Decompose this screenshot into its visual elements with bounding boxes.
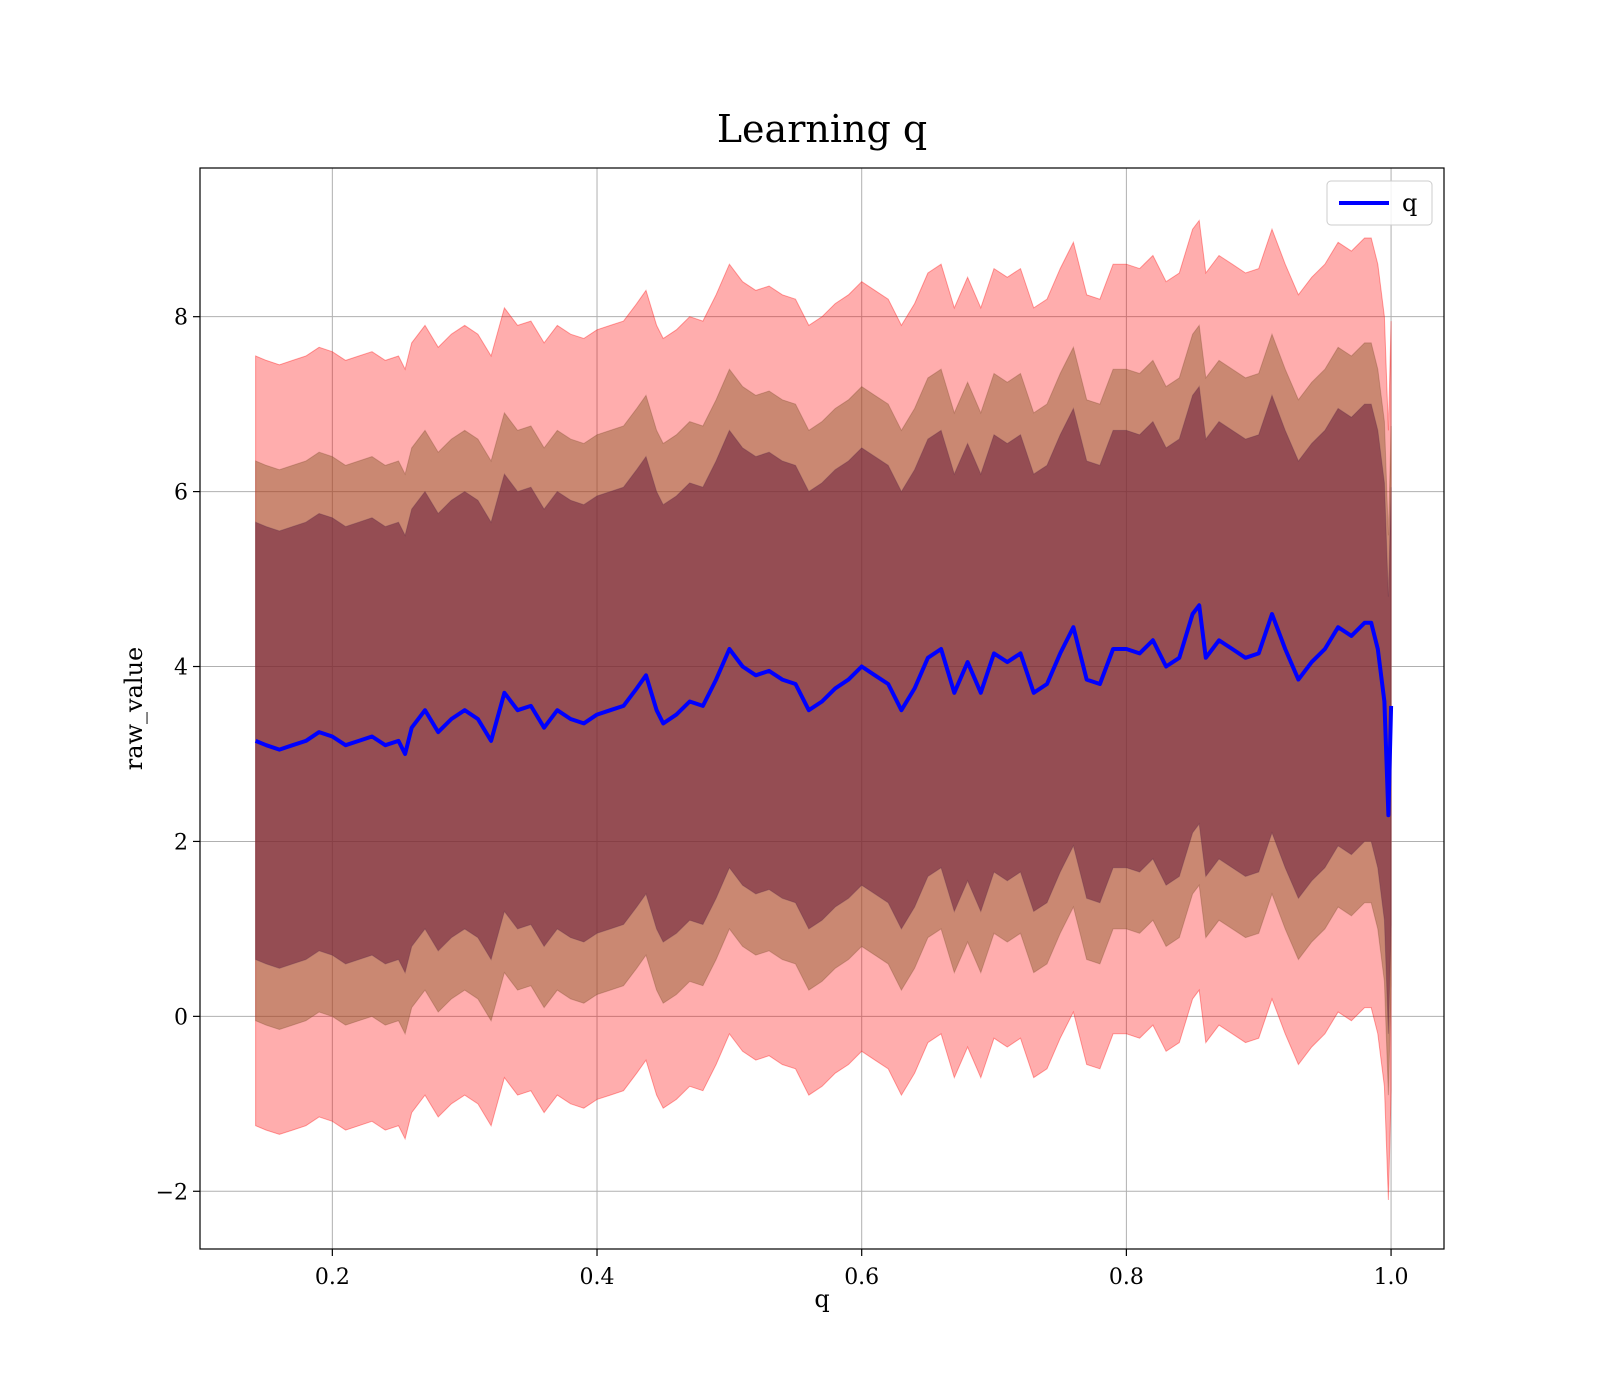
- inner-band: [255, 385, 1392, 1034]
- y-axis-ticks: −2 0 2 4 6 8: [156, 306, 200, 1205]
- y-tick-label: 2: [174, 830, 188, 855]
- x-tick-label: 0.6: [844, 1265, 879, 1290]
- x-axis-ticks: 0.2 0.4 0.6 0.8 1.0: [315, 1249, 1409, 1290]
- legend-label: q: [1402, 189, 1417, 217]
- y-axis-label: raw_value: [120, 647, 148, 771]
- y-tick-label: 8: [174, 306, 188, 331]
- x-tick-label: 0.2: [315, 1265, 350, 1290]
- x-tick-label: 1.0: [1374, 1265, 1409, 1290]
- y-tick-label: 4: [174, 656, 188, 681]
- x-tick-label: 0.4: [580, 1265, 615, 1290]
- y-tick-label: 6: [174, 481, 188, 506]
- confidence-bands: [255, 219, 1392, 1201]
- series-line-q: [254, 603, 1394, 818]
- series-layer: [254, 603, 1394, 818]
- x-tick-label: 0.8: [1109, 1265, 1144, 1290]
- y-tick-label: 0: [174, 1005, 188, 1030]
- legend: q: [1326, 180, 1433, 226]
- plot-frame: [199, 167, 1445, 1250]
- x-axis-label: q: [814, 1285, 829, 1313]
- y-tick-label: −2: [156, 1180, 188, 1205]
- chart-title: Learning q: [717, 107, 927, 151]
